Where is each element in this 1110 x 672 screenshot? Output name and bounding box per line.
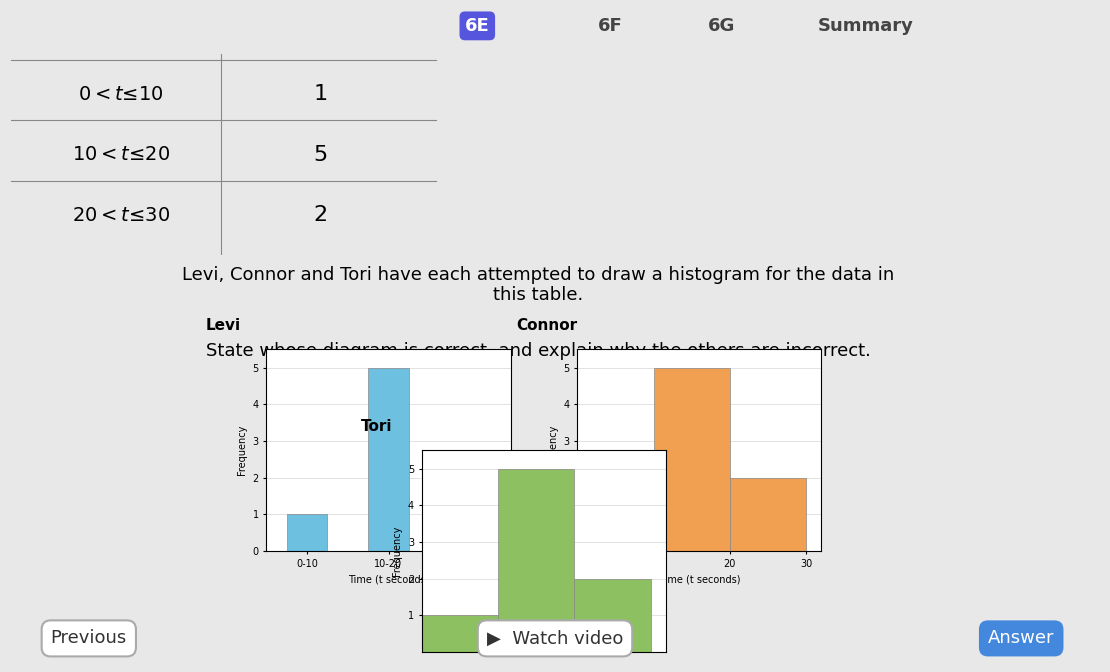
Text: Answer: Answer [988, 630, 1054, 647]
X-axis label: Time (t seconds): Time (t seconds) [347, 575, 430, 584]
Text: ▶  Watch video: ▶ Watch video [487, 630, 623, 647]
Text: $10 < t ≤ 20$: $10 < t ≤ 20$ [72, 145, 170, 164]
Text: 2: 2 [314, 205, 327, 225]
Text: Previous: Previous [51, 630, 127, 647]
Y-axis label: Frequency: Frequency [392, 526, 402, 576]
Bar [577, 514, 654, 551]
Bar [369, 368, 408, 551]
Text: 6G: 6G [708, 17, 735, 35]
Text: 5: 5 [314, 144, 327, 165]
Text: State whose diagram is correct, and explain why the others are incorrect.: State whose diagram is correct, and expl… [206, 343, 870, 360]
Bar [286, 514, 327, 551]
Bar [575, 579, 650, 652]
Bar [422, 615, 498, 652]
Text: 1: 1 [314, 84, 327, 104]
Bar [654, 368, 730, 551]
Text: Connor: Connor [516, 319, 577, 333]
Text: Tori: Tori [361, 419, 392, 434]
Text: $0 < t ≤ 10$: $0 < t ≤ 10$ [78, 85, 164, 103]
Text: Summary: Summary [818, 17, 914, 35]
Bar [730, 478, 806, 551]
Bar [498, 468, 575, 652]
Y-axis label: Frequency: Frequency [547, 425, 557, 475]
X-axis label: Time (t seconds): Time (t seconds) [658, 575, 740, 584]
Text: $20 < t ≤ 30$: $20 < t ≤ 30$ [72, 206, 170, 224]
Text: 6F: 6F [598, 17, 623, 35]
Text: Levi: Levi [205, 319, 241, 333]
Text: Levi, Connor and Tori have each attempted to draw a histogram for the data in
th: Levi, Connor and Tori have each attempte… [182, 265, 895, 304]
Text: 6E: 6E [465, 17, 490, 35]
Y-axis label: Frequency: Frequency [236, 425, 246, 475]
Bar [450, 478, 491, 551]
